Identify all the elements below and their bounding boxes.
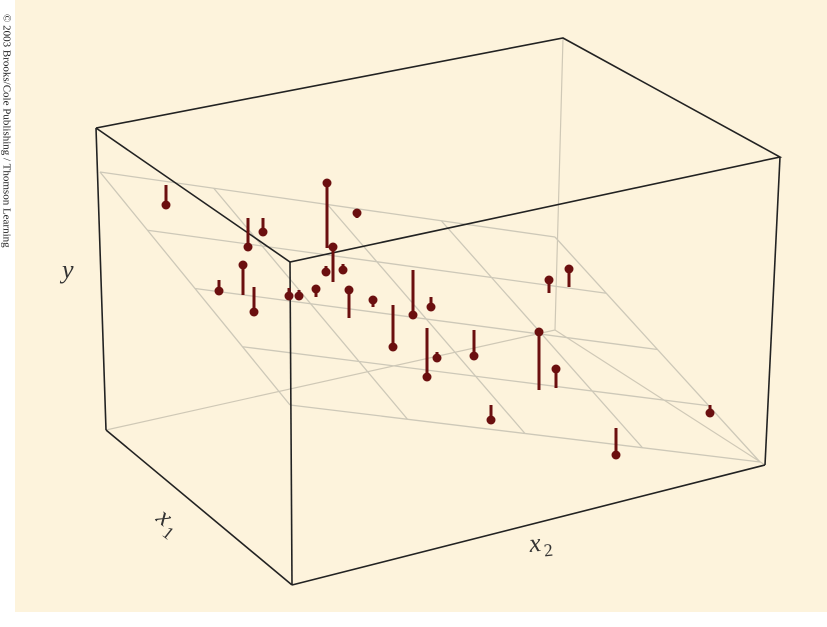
point: [611, 450, 621, 460]
point: [344, 285, 354, 295]
point: [564, 264, 574, 274]
point: [322, 178, 332, 188]
box-edges: [95, 37, 783, 586]
point: [551, 364, 561, 374]
point: [294, 291, 304, 301]
x2-label: x 2: [527, 528, 554, 561]
point: [422, 372, 432, 382]
point: [388, 342, 398, 352]
point: [432, 353, 442, 363]
plane-line: [242, 346, 709, 407]
point: [321, 267, 331, 277]
point: [161, 200, 171, 210]
point: [284, 291, 294, 301]
point: [214, 286, 224, 296]
point: [311, 284, 321, 294]
point: [544, 275, 554, 285]
x2-sub: 2: [543, 540, 554, 561]
point: [328, 242, 338, 252]
plane-line: [554, 236, 761, 463]
point: [352, 208, 362, 218]
point: [338, 265, 348, 275]
point: [469, 351, 479, 361]
x2-base: x: [527, 528, 543, 558]
point: [408, 310, 418, 320]
residual-points: [161, 178, 715, 460]
background: [15, 0, 827, 612]
point: [534, 327, 544, 337]
plane-line: [289, 404, 761, 463]
point: [705, 408, 715, 418]
hidden-edges: [105, 37, 766, 466]
point: [243, 242, 253, 252]
point: [368, 295, 378, 305]
point: [426, 302, 436, 312]
point: [486, 415, 496, 425]
plane-line: [194, 287, 658, 351]
y-label: y: [59, 255, 74, 284]
copyright: © 2003 Brooks/Cole Publishing / Thomson …: [0, 14, 12, 248]
point: [258, 227, 268, 237]
point: [249, 307, 259, 317]
point: [238, 260, 248, 270]
